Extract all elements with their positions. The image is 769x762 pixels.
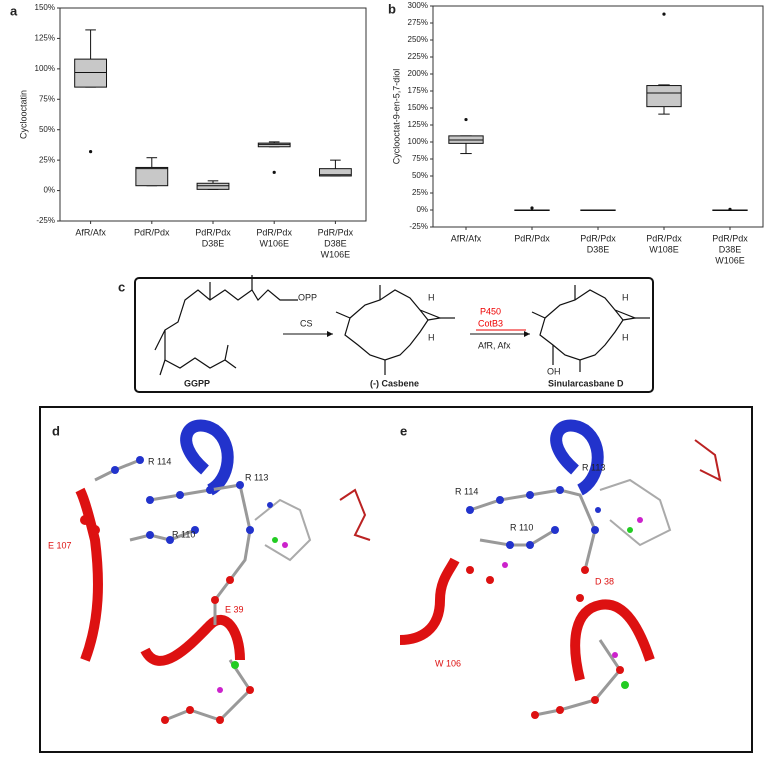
y-tick-label: 100% [35, 64, 55, 73]
compound-name: (-) Casbene [370, 378, 419, 388]
atom-label: H [428, 292, 435, 302]
outlier [728, 207, 732, 211]
box [318, 168, 352, 177]
x-tick-label: W106E [259, 238, 289, 248]
y-tick-label: 0% [416, 205, 428, 214]
box [74, 58, 108, 88]
y-tick-label: 150% [35, 3, 55, 12]
structure-e [399, 419, 722, 719]
y-tick-label: 275% [408, 18, 428, 27]
x-tick-label: D38E [719, 244, 742, 254]
box [135, 166, 169, 187]
y-tick-label: 200% [408, 69, 428, 78]
panel-label: d [52, 423, 60, 438]
x-tick-label: D38E [324, 238, 347, 248]
y-tick-label: 50% [39, 125, 55, 134]
molecule-sinularcasbane [531, 285, 650, 372]
y-tick-label: -25% [36, 216, 55, 225]
enzyme: P450 [480, 306, 501, 316]
residue-label: R 114 [148, 456, 171, 466]
outlier [464, 117, 468, 122]
atom-label: OPP [298, 292, 317, 302]
x-tick-label: PdR/Pdx [195, 227, 231, 237]
residue-label: E 39 [225, 604, 244, 614]
box [646, 85, 682, 108]
y-tick-label: 0% [43, 186, 55, 195]
y-tick-label: 75% [39, 94, 55, 103]
x-tick-label: PdR/Pdx [580, 233, 616, 243]
x-tick-label: PdR/Pdx [256, 227, 292, 237]
panel-label: a [10, 3, 18, 18]
panel-label: c [118, 279, 125, 294]
residue-label: R 113 [582, 462, 605, 472]
residue-label: D 38 [595, 576, 614, 586]
atom-label: OH [547, 366, 561, 376]
x-tick-label: W106E [715, 255, 745, 265]
structure-d [75, 419, 371, 724]
y-tick-label: 250% [408, 35, 428, 44]
panel-label: b [388, 1, 396, 16]
compound-name: Sinularcasbane D [548, 378, 624, 388]
y-tick-label: 175% [408, 86, 428, 95]
y-tick-label: 125% [35, 34, 55, 43]
y-axis-label: Cyclooctatin [18, 90, 28, 139]
residue-label: R 110 [510, 522, 533, 532]
x-tick-label: PdR/Pdx [514, 233, 550, 243]
y-tick-label: 300% [408, 1, 428, 10]
cofactor: AfR, Afx [478, 340, 511, 350]
y-tick-label: -25% [409, 222, 428, 231]
panel-label: e [400, 423, 407, 438]
x-tick-label: D38E [587, 244, 610, 254]
y-tick-label: 50% [412, 171, 428, 180]
y-tick-label: 100% [408, 137, 428, 146]
residue-label: W 106 [435, 658, 461, 668]
box [196, 182, 230, 190]
scheme-frame [134, 277, 654, 393]
molecule-ggpp [154, 275, 298, 376]
x-tick-label: PdR/Pdx [318, 227, 354, 237]
x-tick-label: PdR/Pdx [134, 227, 170, 237]
arrowhead [327, 331, 333, 337]
y-tick-label: 75% [412, 154, 428, 163]
atom-label: H [428, 332, 435, 342]
plot-frame [432, 5, 764, 228]
x-tick-label: W106E [321, 249, 351, 259]
molecule-casbene [335, 285, 455, 375]
residue-label: E 107 [48, 540, 72, 550]
arrowhead [524, 331, 530, 337]
residue-label: R 113 [245, 472, 268, 482]
y-tick-label: 125% [408, 120, 428, 129]
structure-frame [39, 406, 753, 753]
outlier [272, 170, 276, 174]
y-tick-label: 225% [408, 52, 428, 61]
y-tick-label: 150% [408, 103, 428, 112]
atom-label: H [622, 332, 629, 342]
residue-label: R 110 [172, 529, 195, 539]
residue-label: R 114 [455, 486, 478, 496]
x-tick-label: PdR/Pdx [646, 233, 682, 243]
x-tick-label: D38E [202, 238, 225, 248]
compound-name: GGPP [184, 378, 210, 388]
enzyme: CS [300, 318, 313, 328]
x-tick-label: PdR/Pdx [712, 233, 748, 243]
outlier [530, 206, 534, 210]
x-tick-label: AfR/Afx [451, 233, 482, 243]
atom-label: H [622, 292, 629, 302]
x-tick-label: AfR/Afx [75, 227, 106, 237]
x-tick-label: W108E [649, 244, 679, 254]
outlier [89, 150, 93, 154]
y-axis-label: Cyclooctat-9-en-5,7-diol [391, 69, 401, 165]
enzyme: CotB3 [478, 318, 503, 328]
y-tick-label: 25% [39, 155, 55, 164]
box [257, 142, 291, 148]
y-tick-label: 25% [412, 188, 428, 197]
outlier [662, 12, 666, 16]
